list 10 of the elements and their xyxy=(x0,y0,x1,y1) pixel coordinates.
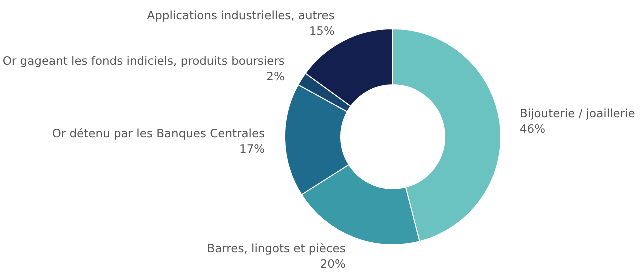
slice-label: Bijouterie / joaillerie xyxy=(520,106,636,121)
data-label: 46% xyxy=(520,122,546,136)
slice-label: Applications industrielles, autres xyxy=(147,8,335,22)
data-label: 2% xyxy=(266,69,285,84)
data-label: 17% xyxy=(240,142,266,156)
slice-label: Barres, lingots et pièces xyxy=(207,242,346,256)
slice-label: Or gageant les fonds indiciels, produits boursiers xyxy=(2,54,285,68)
data-label: 20% xyxy=(320,257,346,272)
data-label: 15% xyxy=(309,24,335,38)
slice-label: Or détenu par les Banques Centrales xyxy=(52,126,266,141)
